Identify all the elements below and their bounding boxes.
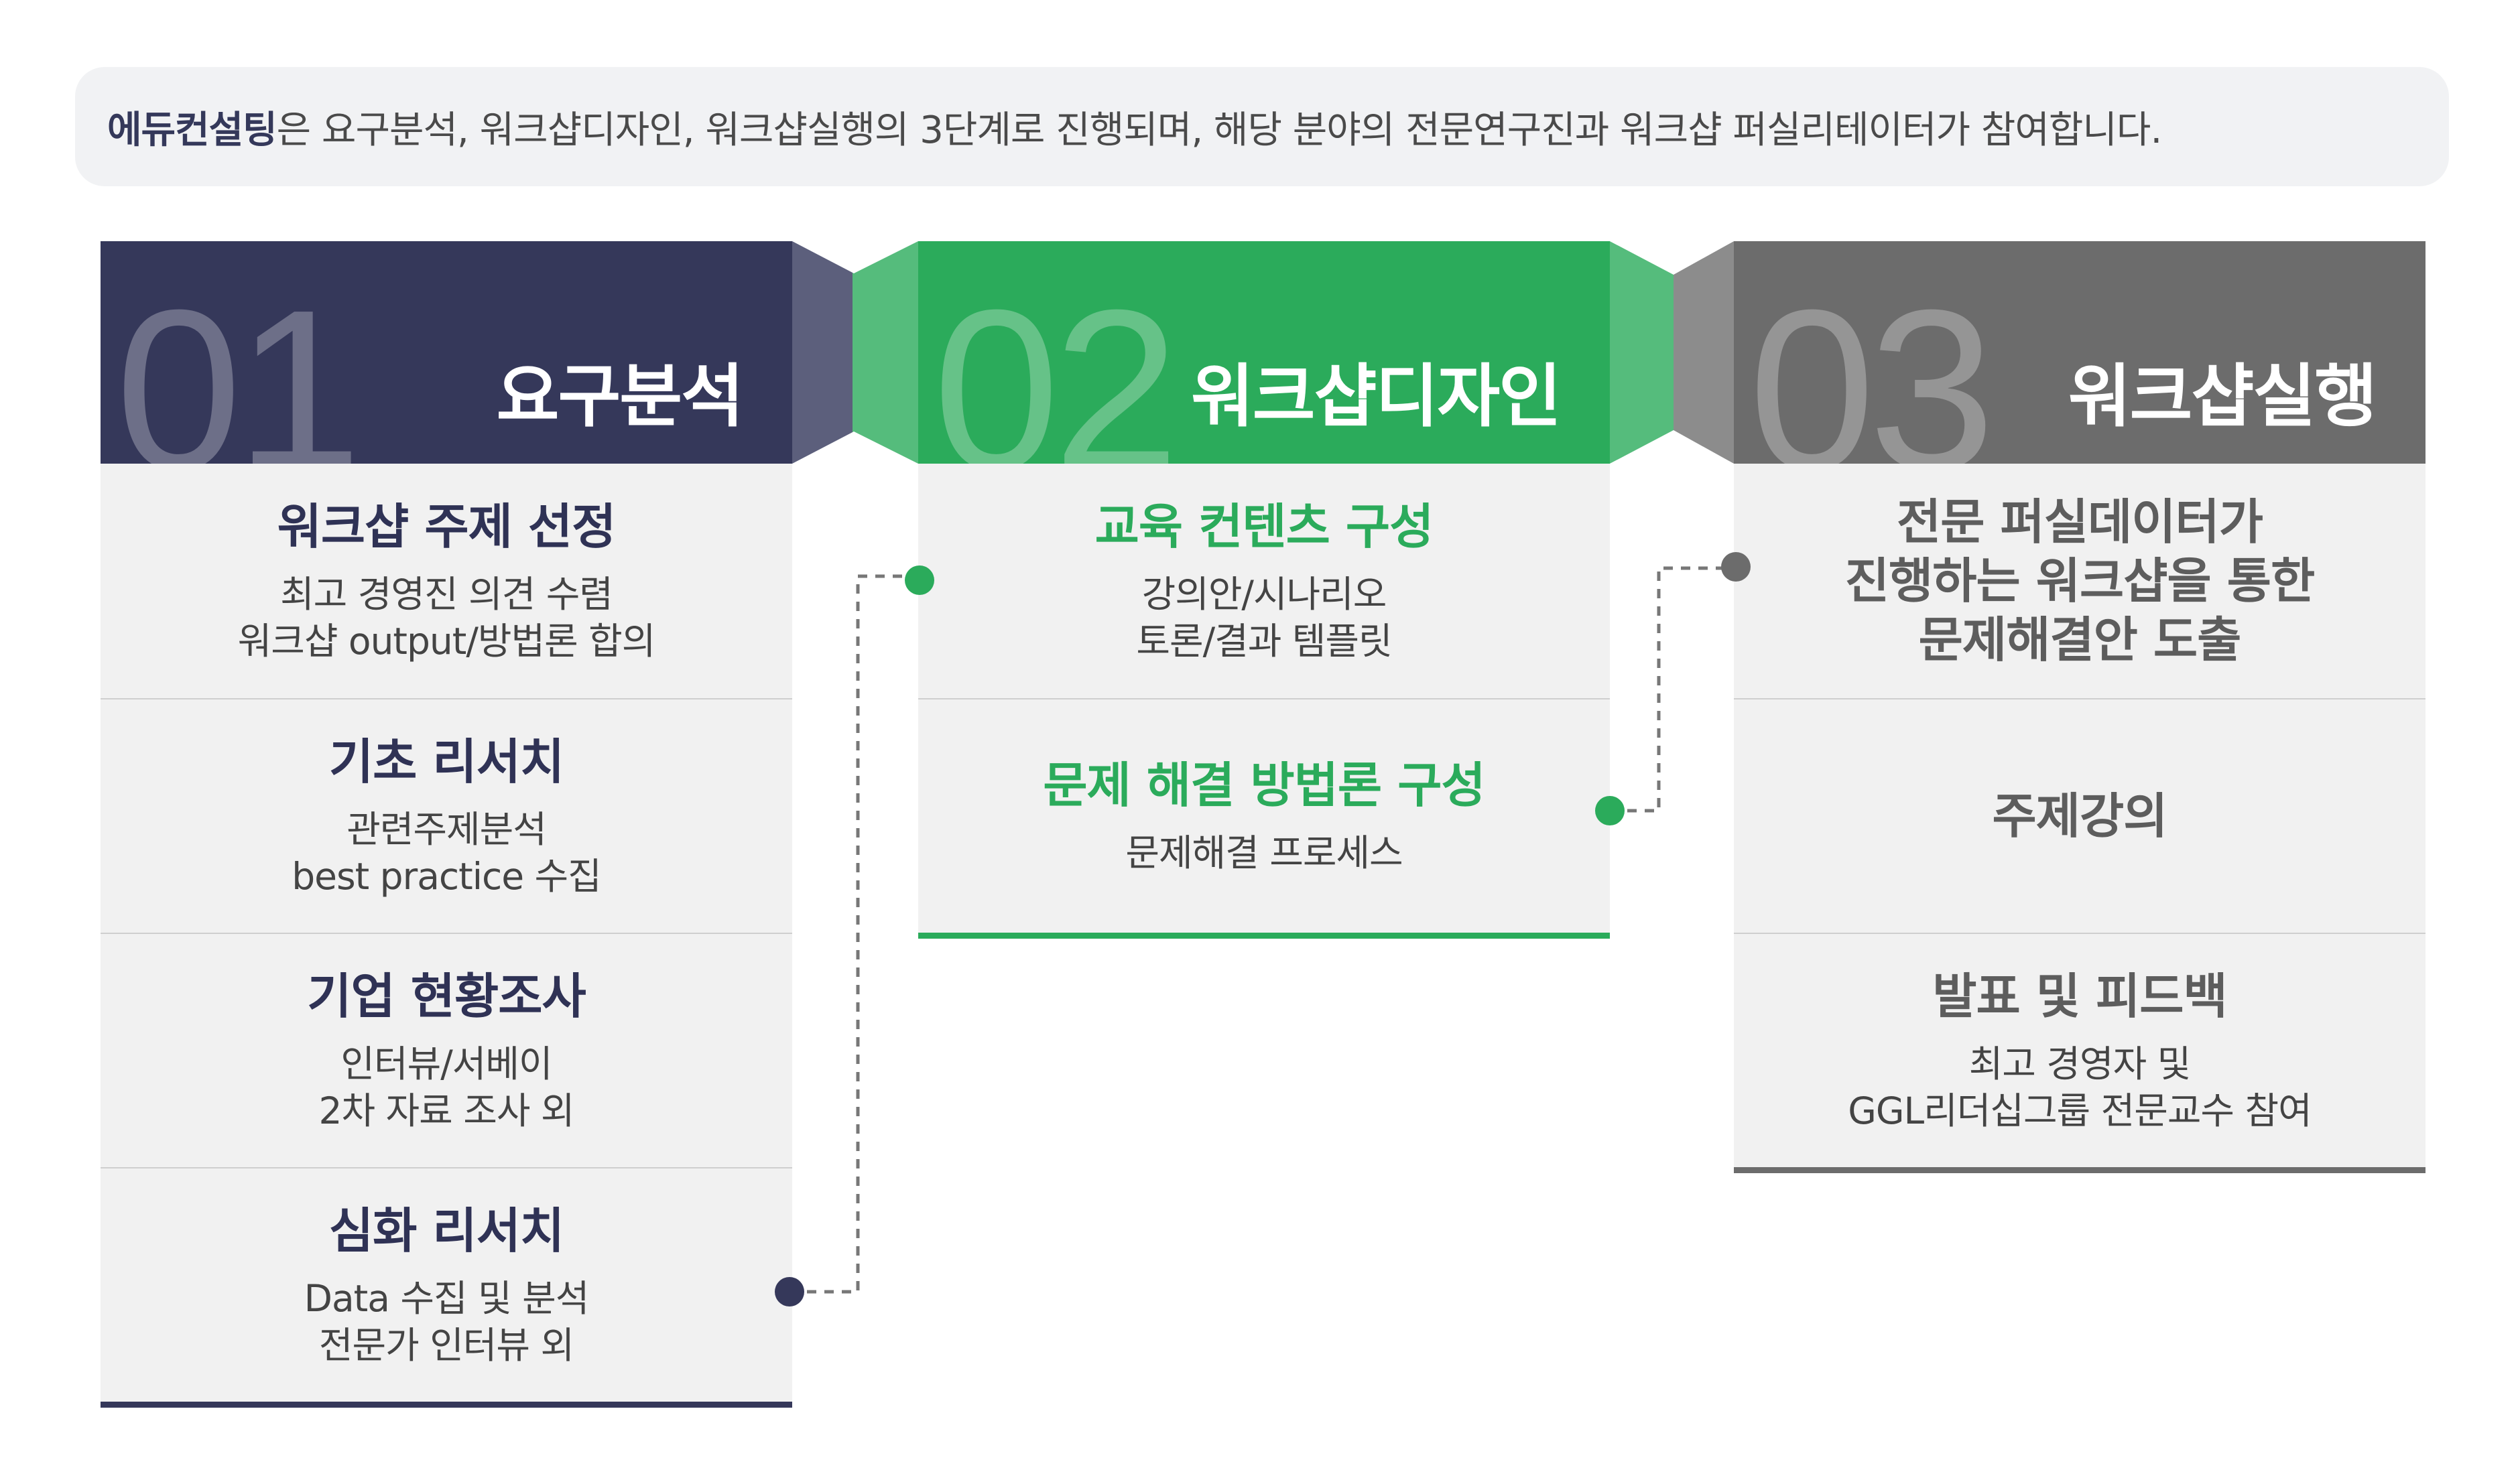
item-title: 워크샵 주제 선정 xyxy=(277,498,617,555)
item-description: 강의안/시나리오 토론/결과 템플릿 xyxy=(1136,573,1392,663)
item-description: 최고 경영진 의견 수렴 워크샵 output/방법론 합의 xyxy=(237,573,656,663)
stage-title: 워크샵디자인 xyxy=(1190,357,1562,437)
item-description: 인터뷰/서베이 2차 자료 조사 외 xyxy=(318,1043,574,1132)
stage-title: 워크샵실행 xyxy=(2068,357,2377,437)
stage-workshop-execution: 03 워크샵실행 전문 퍼실데이터가 진행하는 워크샵을 통한 문제해결안 도출… xyxy=(1734,241,2426,1173)
flow-line-1-2 xyxy=(790,574,920,1294)
stage-workshop-design: 02 워크샵디자인 교육 컨텐츠 구성 강의안/시나리오 토론/결과 템플릿 문… xyxy=(918,241,1610,939)
stage-number: 03 xyxy=(1749,263,1995,464)
flow-dot-navy xyxy=(775,1277,804,1306)
stage-title: 요구분석 xyxy=(496,357,744,437)
stage-header: 03 워크샵실행 xyxy=(1734,241,2426,464)
stage-number: 01 xyxy=(115,263,362,464)
stage-items: 전문 퍼실데이터가 진행하는 워크샵을 통한 문제해결안 도출 주제강의 발표 … xyxy=(1734,464,2426,1173)
list-item: 발표 및 피드백 최고 경영자 및 GGL리더십그룹 전문교수 참여 xyxy=(1734,933,2426,1167)
flow-dot-green xyxy=(905,565,934,595)
connector-wedges xyxy=(792,241,1734,464)
intro-banner: 에듀컨설팅 은 요구분석, 워크샵디자인, 워크샵실행의 3단계로 진행되며, 해… xyxy=(75,67,2449,186)
item-title: 발표 및 피드백 xyxy=(1932,968,2228,1024)
list-item: 전문 퍼실데이터가 진행하는 워크샵을 통한 문제해결안 도출 xyxy=(1734,464,2426,698)
stage-items: 교육 컨텐츠 구성 강의안/시나리오 토론/결과 템플릿 문제 해결 방법론 구… xyxy=(918,464,1610,939)
list-item: 워크샵 주제 선정 최고 경영진 의견 수렴 워크샵 output/방법론 합의 xyxy=(101,464,792,698)
list-item: 기업 현황조사 인터뷰/서베이 2차 자료 조사 외 xyxy=(101,933,792,1167)
list-item: 문제 해결 방법론 구성 문제해결 프로세스 xyxy=(918,698,1610,933)
connector-1-2 xyxy=(792,241,918,464)
item-description: 문제해결 프로세스 xyxy=(1125,831,1403,874)
item-description: Data 수집 및 분석 전문가 인터뷰 외 xyxy=(304,1277,590,1367)
connector-2-3 xyxy=(1610,241,1734,464)
stage-header: 02 워크샵디자인 xyxy=(918,241,1610,464)
stage-number: 02 xyxy=(933,263,1180,464)
list-item: 심화 리서치 Data 수집 및 분석 전문가 인터뷰 외 xyxy=(101,1167,792,1402)
item-title: 주제강의 xyxy=(1992,788,2168,844)
flow-line-2-3 xyxy=(1610,566,1736,813)
stage-items: 워크샵 주제 선정 최고 경영진 의견 수렴 워크샵 output/방법론 합의… xyxy=(101,464,792,1408)
item-title: 전문 퍼실데이터가 진행하는 워크샵을 통한 문제해결안 도출 xyxy=(1844,494,2316,668)
item-description: 관련주제분석 best practice 수집 xyxy=(292,808,602,898)
brand-name: 에듀컨설팅 xyxy=(107,108,277,152)
flow-dot-green xyxy=(1595,796,1625,825)
item-title: 교육 컨텐츠 구성 xyxy=(1094,498,1434,555)
item-title: 문제 해결 방법론 구성 xyxy=(1043,757,1485,813)
item-title: 기업 현황조사 xyxy=(307,968,586,1024)
flow-dot-gray xyxy=(1721,552,1751,582)
list-item: 기초 리서치 관련주제분석 best practice 수집 xyxy=(101,698,792,933)
intro-text: 은 요구분석, 워크샵디자인, 워크샵실행의 3단계로 진행되며, 해당 분야의… xyxy=(276,108,2163,152)
list-item: 주제강의 xyxy=(1734,698,2426,933)
stage-header: 01 요구분석 xyxy=(101,241,792,464)
stage-requirements-analysis: 01 요구분석 워크샵 주제 선정 최고 경영진 의견 수렴 워크샵 outpu… xyxy=(101,241,792,1408)
item-title: 기초 리서치 xyxy=(328,734,564,790)
item-description: 최고 경영자 및 GGL리더십그룹 전문교수 참여 xyxy=(1848,1043,2312,1132)
item-title: 심화 리서치 xyxy=(328,1203,564,1259)
list-item: 교육 컨텐츠 구성 강의안/시나리오 토론/결과 템플릿 xyxy=(918,464,1610,698)
